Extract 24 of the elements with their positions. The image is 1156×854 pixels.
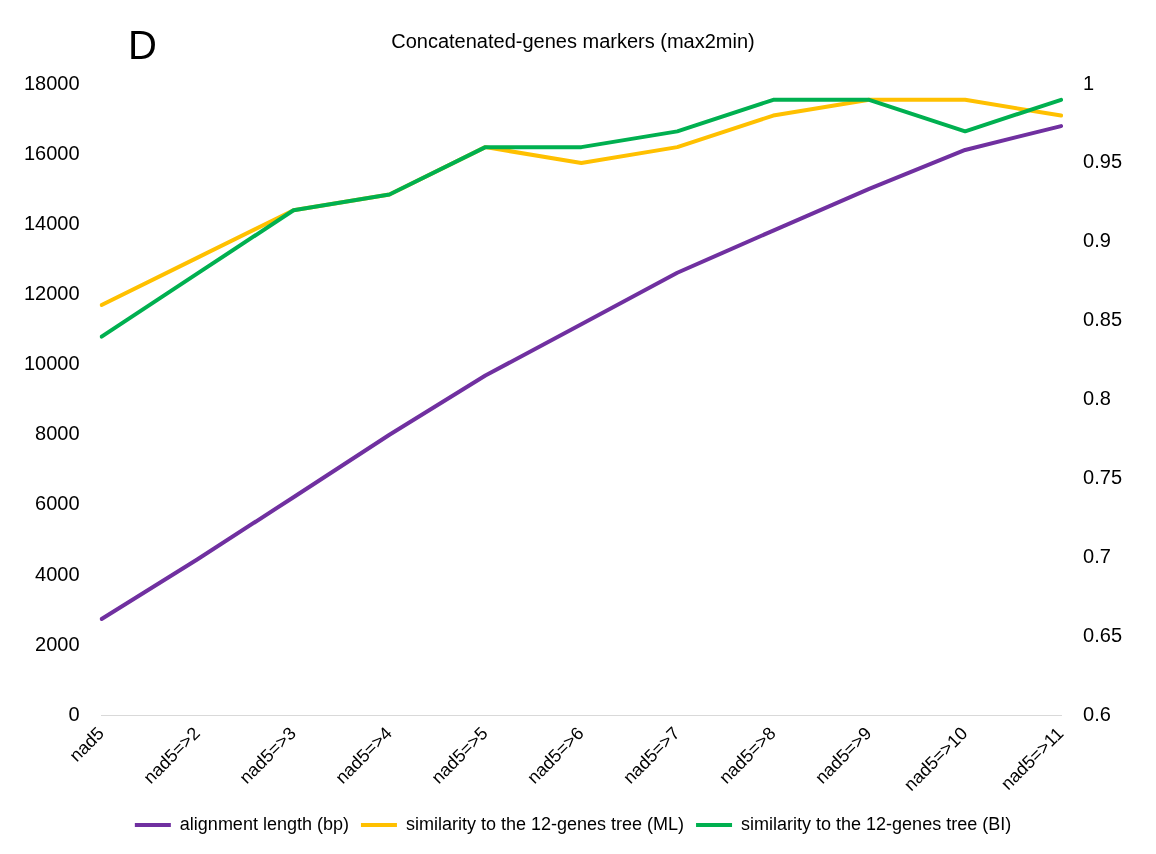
y2-tick-label: 0.85 [1083,308,1123,331]
legend-label: similarity to the 12-genes tree (ML) [405,813,685,834]
y-tick-label: 4000 [35,562,80,585]
y-tick-label: 14000 [23,211,80,234]
y-tick-label: 2000 [35,632,80,655]
y-tick-label: 16000 [23,141,80,164]
text: D [128,23,157,68]
y2-tick-label: 0.95 [1083,150,1123,173]
y2-tick-label: 0.8 [1083,387,1111,410]
y2-tick-label: 0.9 [1083,229,1111,252]
y2-tick-label: 0.7 [1083,545,1111,568]
y-tick-label: 18000 [23,71,80,94]
y2-tick-label: 0.6 [1083,702,1111,725]
y2-tick-label: 1 [1083,71,1095,94]
y-tick-label: 10000 [23,352,80,375]
legend-label: alignment length (bp) [179,813,349,834]
y-tick-label: 6000 [35,492,80,515]
y-tick-label: 0 [68,702,80,725]
y-tick-label: 8000 [35,422,80,445]
y2-tick-label: 0.75 [1083,466,1123,489]
chart-title: Concatenated-genes markers (max2min) [391,29,755,52]
legend-label: similarity to the 12-genes tree (BI) [741,813,1012,834]
y2-tick-label: 0.65 [1083,623,1123,646]
y-tick-label: 12000 [23,281,80,304]
